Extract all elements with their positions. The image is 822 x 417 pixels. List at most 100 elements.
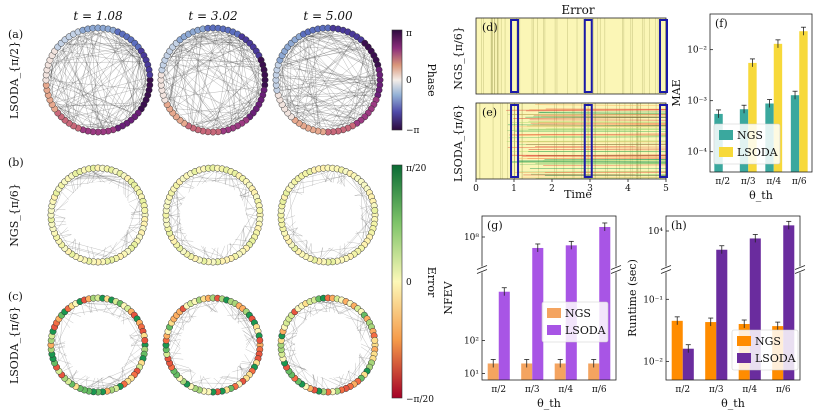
error-colorbar-label: Error <box>425 267 438 298</box>
heatmap-error-trace <box>535 104 667 106</box>
network-edge <box>286 55 331 129</box>
phase-colorbar-top: π <box>406 29 412 39</box>
network-edge <box>300 378 303 380</box>
heatmap-tag: (e) <box>482 106 497 119</box>
error-colorbar-mid: 0 <box>406 278 412 288</box>
axis-break-mark <box>610 265 622 270</box>
network-edge <box>295 115 306 123</box>
network-edge <box>62 183 69 191</box>
network-edge <box>168 86 261 99</box>
y-tick-label: 10² <box>464 336 479 346</box>
network-edge <box>287 40 357 106</box>
network-edge <box>215 125 229 129</box>
network-edge <box>232 91 260 124</box>
network-edge <box>308 36 355 40</box>
network-edge <box>112 34 137 110</box>
heatmap-error-trace <box>535 162 667 165</box>
network-edge <box>138 202 140 226</box>
network-edge <box>341 252 349 257</box>
network-edge <box>297 71 376 118</box>
network-edge <box>166 92 174 108</box>
network-edge <box>106 382 119 388</box>
heatmap-error-trace <box>526 109 667 112</box>
network-edge <box>80 171 99 176</box>
network-edge <box>226 77 262 127</box>
network-edge <box>323 31 352 39</box>
network-edge <box>67 307 119 315</box>
network-edge <box>370 58 376 87</box>
y-tick-label: 10⁴ <box>648 227 663 237</box>
network-edge <box>336 82 377 128</box>
network-edge <box>70 173 86 182</box>
network-edge <box>352 179 371 210</box>
network-edge <box>104 32 144 65</box>
network-edge <box>164 66 167 79</box>
network-edge <box>62 239 116 255</box>
bar-lsoda <box>799 31 808 172</box>
network-edge <box>91 32 133 47</box>
network-edge <box>286 355 325 388</box>
x-tick-label: π/2 <box>675 385 690 395</box>
network-edge <box>51 92 101 129</box>
network-edge <box>335 219 371 258</box>
network-edge <box>329 53 369 129</box>
network-edge <box>179 178 191 188</box>
network-2-2 <box>277 294 379 396</box>
network-edge <box>106 78 147 128</box>
heatmap-error-trace <box>508 136 667 139</box>
network-edge <box>170 354 178 370</box>
network-edge <box>140 57 147 81</box>
network-edge <box>192 32 219 124</box>
network-edge <box>316 33 371 58</box>
network-edge <box>166 91 177 112</box>
legend-label-ngs: NGS <box>755 335 781 348</box>
network-edge <box>280 77 376 85</box>
network-edge <box>165 87 180 114</box>
network-hole <box>180 182 246 248</box>
network-edge <box>290 110 345 126</box>
network-edge <box>280 86 362 115</box>
network-edge <box>118 36 135 111</box>
network-edge <box>114 35 146 73</box>
network-edge <box>251 51 259 64</box>
network-edge <box>192 36 260 94</box>
network-edge <box>218 32 254 55</box>
network-edge <box>259 78 262 92</box>
network-edge <box>308 246 357 254</box>
network-node <box>146 71 154 79</box>
error-colorbar: π/20 0 −π/20 Error <box>391 164 438 405</box>
network-edge <box>101 239 134 258</box>
network-edge <box>193 123 202 127</box>
network-edge <box>53 45 132 62</box>
network-edge <box>56 104 80 125</box>
network-edge <box>280 70 348 125</box>
y-tick-label: 10⁻² <box>687 46 707 56</box>
network-edge <box>357 42 376 85</box>
network-edge <box>54 309 75 348</box>
network-edge <box>180 101 257 116</box>
network-node <box>371 206 379 214</box>
network-edge <box>80 57 141 125</box>
phase-colorbar-mid: 0 <box>406 76 412 86</box>
network-edge <box>101 126 111 129</box>
network-edge <box>189 33 203 122</box>
network-edge <box>173 45 180 108</box>
network-hole <box>295 182 361 248</box>
network-edge <box>341 74 376 127</box>
network-edge <box>64 50 136 115</box>
network-edge <box>75 32 106 38</box>
network-1-1 <box>162 164 264 266</box>
network-edge <box>287 41 358 107</box>
network-edge <box>238 39 253 109</box>
network-edge <box>239 358 255 379</box>
axis-break-mark <box>476 265 488 270</box>
network-2-1 <box>162 294 264 396</box>
network-edge <box>319 302 366 324</box>
network-edge <box>227 304 256 342</box>
network-edge <box>133 190 140 205</box>
network-edge <box>348 36 375 68</box>
network-edge <box>281 80 377 91</box>
network-edge <box>317 302 333 304</box>
x-axis-label: θ_th <box>537 397 561 410</box>
network-edge <box>181 243 224 257</box>
